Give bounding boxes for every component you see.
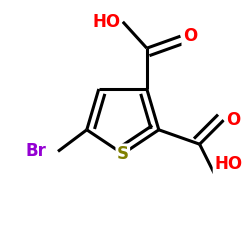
Text: HO: HO [214,155,242,173]
Text: O: O [183,27,197,45]
Text: O: O [226,111,240,129]
Text: Br: Br [25,142,46,160]
Text: S: S [117,145,129,163]
Text: HO: HO [92,13,120,31]
